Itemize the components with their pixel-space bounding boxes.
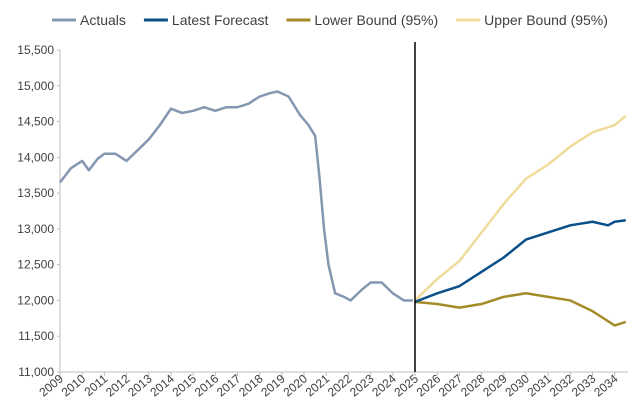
legend-label: Lower Bound (95%)	[314, 12, 438, 28]
legend-label: Latest Forecast	[172, 12, 269, 28]
x-tick-label: 2034	[591, 371, 621, 399]
legend-label: Upper Bound (95%)	[484, 12, 608, 28]
legend-label: Actuals	[80, 12, 126, 28]
y-tick-label: 14,000	[17, 150, 54, 164]
y-tick-label: 12,500	[17, 258, 54, 272]
y-tick-label: 12,000	[17, 293, 54, 307]
y-tick-label: 15,000	[17, 79, 54, 93]
y-tick-label: 13,500	[17, 186, 54, 200]
y-tick-label: 13,000	[17, 222, 54, 236]
y-tick-label: 15,500	[17, 43, 54, 57]
y-tick-label: 11,500	[18, 329, 54, 343]
y-tick-label: 11,000	[18, 365, 54, 379]
series-line	[414, 219, 626, 304]
series-line	[414, 292, 627, 327]
series-line	[59, 90, 413, 302]
series-line	[414, 114, 627, 302]
y-tick-label: 14,500	[17, 115, 54, 129]
